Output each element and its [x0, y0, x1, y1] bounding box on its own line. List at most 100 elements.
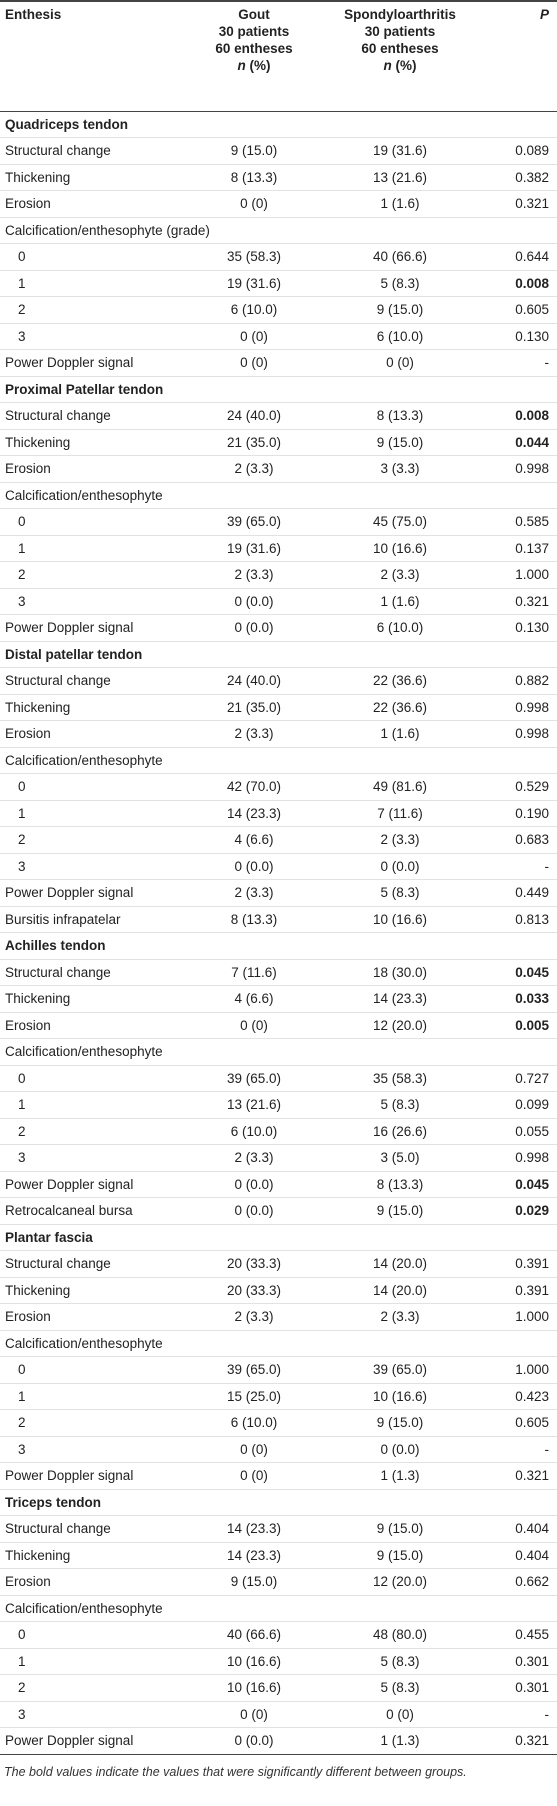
cell-value: 9 (15.0)	[318, 1542, 482, 1569]
cell-value: 14 (20.0)	[318, 1250, 482, 1278]
row-label: Erosion	[0, 1012, 190, 1039]
row-label: Thickening	[0, 694, 190, 721]
row-label: Calcification/enthesophyte	[0, 1330, 557, 1357]
cell-value: 0.321	[482, 1727, 557, 1755]
table-header: Enthesis Gout 30 patients 60 entheses n (%) S…	[0, 0, 557, 112]
row-label: Power Doppler signal	[0, 1727, 190, 1755]
cell-value: 2 (3.3)	[190, 561, 318, 589]
cell-value: 6 (10.0)	[190, 296, 318, 324]
cell-value: 16 (26.6)	[318, 1118, 482, 1145]
cell-value: 35 (58.3)	[318, 1065, 482, 1092]
header-line: 60 entheses	[361, 41, 439, 56]
header-line: 30 patients	[218, 24, 290, 39]
data-row: Thickening 14 (23.3) 9 (15.0) 0.404	[0, 1542, 557, 1569]
row-label: Power Doppler signal	[0, 349, 190, 377]
header-unit: n (%)	[323, 57, 477, 74]
data-row: 1 19 (31.6) 10 (16.6) 0.137	[0, 535, 557, 562]
cell-value: 39 (65.0)	[190, 1356, 318, 1384]
cell-value: 19 (31.6)	[190, 535, 318, 562]
cell-value: 21 (35.0)	[190, 429, 318, 456]
data-row: Erosion 9 (15.0) 12 (20.0) 0.662	[0, 1568, 557, 1596]
header-line: P	[539, 7, 549, 22]
cell-value: 0.998	[482, 694, 557, 721]
section-row: Plantar fascia	[0, 1224, 557, 1251]
cell-value: -	[482, 853, 557, 880]
unit-text: (%)	[249, 58, 271, 73]
row-label: 2	[0, 296, 190, 324]
cell-value: 0 (0.0)	[190, 1197, 318, 1225]
cell-value: 2 (3.3)	[190, 879, 318, 907]
cell-value: 0.882	[482, 667, 557, 695]
data-row: 0 40 (66.6) 48 (80.0) 0.455	[0, 1621, 557, 1649]
cell-value: 2 (3.3)	[190, 455, 318, 483]
data-row: 0 42 (70.0) 49 (81.6) 0.529	[0, 773, 557, 801]
cell-value: 12 (20.0)	[318, 1012, 482, 1039]
section-row: Distal patellar tendon	[0, 641, 557, 668]
row-label: 3	[0, 588, 190, 615]
cell-value: 1 (1.3)	[318, 1727, 482, 1755]
data-row: 1 10 (16.6) 5 (8.3) 0.301	[0, 1648, 557, 1675]
cell-value: 14 (23.3)	[190, 1515, 318, 1543]
cell-value: 39 (65.0)	[190, 508, 318, 536]
cell-value: 0 (0)	[190, 1701, 318, 1728]
row-label: Calcification/enthesophyte	[0, 747, 557, 774]
cell-value: 24 (40.0)	[190, 667, 318, 695]
row-label: 1	[0, 1648, 190, 1675]
cell-value: 22 (36.6)	[318, 667, 482, 695]
row-label: Thickening	[0, 1277, 190, 1304]
cell-value: 12 (20.0)	[318, 1568, 482, 1596]
data-row: Bursitis infrapatelar 8 (13.3) 10 (16.6) 0.…	[0, 906, 557, 933]
data-row: 0 39 (65.0) 35 (58.3) 0.727	[0, 1065, 557, 1092]
row-label: 0	[0, 1356, 190, 1384]
row-label: Structural change	[0, 402, 190, 430]
cell-value: 14 (23.3)	[190, 1542, 318, 1569]
cell-value: 0.055	[482, 1118, 557, 1145]
data-row: Erosion 2 (3.3) 3 (3.3) 0.998	[0, 455, 557, 483]
cell-value: 0.321	[482, 1462, 557, 1490]
row-label: 1	[0, 800, 190, 827]
cell-value: 0 (0)	[318, 349, 482, 377]
cell-value: 18 (30.0)	[318, 959, 482, 986]
data-row: Erosion 0 (0) 12 (20.0) 0.005	[0, 1012, 557, 1039]
cell-value: 6 (10.0)	[318, 614, 482, 642]
cell-value: 0.099	[482, 1091, 557, 1119]
row-label: Bursitis infrapatelar	[0, 906, 190, 933]
cell-value: 2 (3.3)	[318, 826, 482, 854]
cell-value: 0.529	[482, 773, 557, 801]
row-label: Thickening	[0, 429, 190, 456]
section-title: Proximal Patellar tendon	[0, 376, 557, 403]
row-label: 1	[0, 1383, 190, 1410]
cell-value: 0.301	[482, 1674, 557, 1702]
cell-value: 9 (15.0)	[318, 1197, 482, 1225]
cell-value: 1.000	[482, 1303, 557, 1331]
row-label: 0	[0, 1621, 190, 1649]
cell-value: 0.605	[482, 296, 557, 324]
cell-value: 49 (81.6)	[318, 773, 482, 801]
row-label: 0	[0, 508, 190, 536]
data-row: 2 10 (16.6) 5 (8.3) 0.301	[0, 1674, 557, 1702]
cell-value: 5 (8.3)	[318, 1648, 482, 1675]
cell-value: 0.045	[482, 959, 557, 986]
row-label: Power Doppler signal	[0, 1462, 190, 1490]
row-label: Calcification/enthesophyte	[0, 482, 557, 509]
cell-value: 8 (13.3)	[318, 402, 482, 430]
cell-value: 14 (23.3)	[318, 985, 482, 1013]
cell-value: 0.321	[482, 190, 557, 218]
row-label: Power Doppler signal	[0, 614, 190, 642]
section-row: Triceps tendon	[0, 1489, 557, 1516]
cell-value: 9 (15.0)	[318, 1515, 482, 1543]
row-label: 2	[0, 1674, 190, 1702]
cell-value: 0 (0)	[190, 1436, 318, 1463]
cell-value: 14 (23.3)	[190, 800, 318, 827]
row-label: 3	[0, 853, 190, 880]
cell-value: 0.662	[482, 1568, 557, 1596]
row-label: 3	[0, 323, 190, 350]
cell-value: 39 (65.0)	[318, 1356, 482, 1384]
